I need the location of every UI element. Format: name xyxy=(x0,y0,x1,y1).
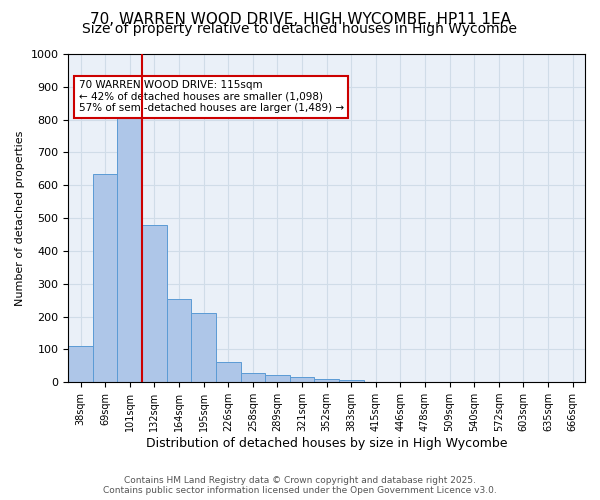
Bar xyxy=(167,298,191,382)
Bar xyxy=(93,174,118,382)
Bar xyxy=(216,362,241,382)
Bar xyxy=(68,346,93,382)
Y-axis label: Number of detached properties: Number of detached properties xyxy=(15,130,25,306)
Bar xyxy=(118,113,142,382)
Text: 70, WARREN WOOD DRIVE, HIGH WYCOMBE, HP11 1EA: 70, WARREN WOOD DRIVE, HIGH WYCOMBE, HP1… xyxy=(89,12,511,28)
Bar xyxy=(191,314,216,382)
Bar xyxy=(314,379,339,382)
Text: Contains HM Land Registry data © Crown copyright and database right 2025.
Contai: Contains HM Land Registry data © Crown c… xyxy=(103,476,497,495)
Bar xyxy=(142,224,167,382)
Bar xyxy=(339,380,364,382)
Text: Size of property relative to detached houses in High Wycombe: Size of property relative to detached ho… xyxy=(83,22,517,36)
Bar xyxy=(241,374,265,382)
X-axis label: Distribution of detached houses by size in High Wycombe: Distribution of detached houses by size … xyxy=(146,437,508,450)
Bar xyxy=(265,375,290,382)
Text: 70 WARREN WOOD DRIVE: 115sqm
← 42% of detached houses are smaller (1,098)
57% of: 70 WARREN WOOD DRIVE: 115sqm ← 42% of de… xyxy=(79,80,344,114)
Bar xyxy=(290,378,314,382)
